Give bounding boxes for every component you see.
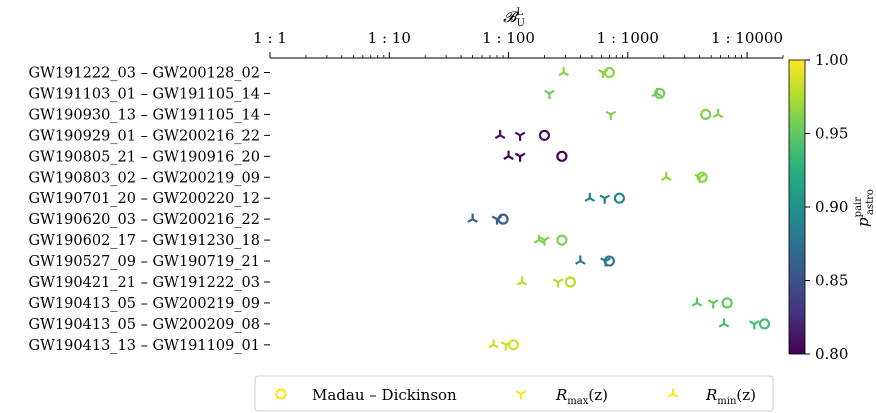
legend-label-rmin: Rmin(z): [705, 386, 756, 407]
x-axis-label: 𝓑L U: [503, 7, 525, 29]
data-point-tri-down: [544, 89, 555, 99]
y-tick-label: GW191222_03 – GW200128_02: [28, 66, 260, 82]
colorbar-tick-label: 1.00: [815, 51, 848, 69]
x-tick-label: 1 : 1: [253, 29, 287, 47]
x-tick-label: 1 : 1000: [597, 29, 659, 47]
legend-frame: [254, 375, 774, 412]
data-point-tri-down: [694, 173, 705, 183]
colorbar-gradient: [788, 59, 806, 355]
y-tick-label: GW190413_05 – GW200209_08: [28, 317, 260, 333]
data-point-circle: [603, 66, 615, 79]
data-point-tri-up: [503, 150, 514, 161]
data-point-tri-down: [514, 152, 526, 162]
colorbar-ticks: 0.80 0.85 0.90 0.95 1.00: [805, 51, 848, 363]
y-tick-label: GW191103_01 – GW191105_14: [28, 86, 260, 102]
colorbar-tick-label: 0.95: [815, 125, 848, 143]
x-ticks: 1 : 1 1 : 10 1 : 100 1 : 1000 1 : 10000: [253, 29, 784, 58]
x-axis: 𝓑L U 1 : 1 1 : 10 1 : 100 1 : 1000 1 : 10000: [253, 7, 784, 59]
data-point-circle: [538, 129, 551, 141]
data-point-tri-down: [500, 341, 512, 351]
data-point-circle: [507, 339, 520, 351]
data-point-tri-up: [691, 297, 703, 307]
data-point-circle: [700, 108, 712, 121]
data-point-tri-up: [584, 192, 596, 202]
data-point-tri-up: [533, 234, 545, 244]
data-point-tri-up: [712, 108, 724, 119]
data-point-tri-down: [707, 299, 719, 309]
y-tick-label: GW190803_02 – GW200219_09: [28, 170, 260, 186]
data-point-tri-up: [651, 87, 663, 98]
legend-marker-tri-up: [667, 388, 679, 398]
legend-marker-circle: [275, 388, 287, 400]
data-point-tri-up: [516, 276, 528, 286]
data-point-tri-up: [718, 318, 730, 328]
legend: Madau – Dickinson Rmax(z) Rmin(z): [254, 375, 774, 412]
data-point-tri-down: [552, 278, 564, 288]
y-tick-label: GW190527_09 – GW190719_21: [28, 254, 260, 270]
legend-markers: [275, 388, 679, 400]
legend-marker-tri-down: [515, 390, 527, 400]
x-tick-label: 1 : 10000: [711, 29, 783, 47]
colorbar-tick-label: 0.85: [815, 272, 848, 290]
data-point-circle: [758, 318, 771, 330]
y-axis-labels: GW191222_03 – GW200128_02 GW191103_01 – G…: [28, 66, 270, 354]
plot-area: [467, 66, 771, 351]
y-tick-label: GW190620_03 – GW200216_22: [28, 212, 260, 228]
data-point-tri-up: [488, 339, 499, 349]
x-tick-label: 1 : 10: [368, 29, 411, 47]
data-point-tri-up: [575, 255, 586, 265]
data-point-circle: [564, 276, 576, 288]
y-tick-label: GW190421_21 – GW191222_03: [28, 275, 260, 291]
data-point-circle: [556, 150, 568, 162]
legend-label-rmax: Rmax(z): [555, 386, 608, 407]
legend-label-madau: Madau – Dickinson: [312, 386, 457, 404]
data-point-tri-down: [599, 194, 611, 204]
data-point-circle: [721, 297, 733, 309]
data-point-circle: [613, 192, 626, 204]
data-point-tri-up: [558, 67, 570, 77]
data-point-tri-down: [491, 215, 503, 225]
data-point-tri-down: [749, 320, 760, 330]
y-tick-label: GW190602_17 – GW191230_18: [28, 233, 260, 249]
data-point-tri-up: [660, 171, 672, 181]
data-point-tri-down: [600, 257, 611, 267]
y-tick-label: GW190413_05 – GW200219_09: [28, 296, 260, 312]
y-tick-label: GW190805_21 – GW190916_20: [28, 149, 260, 165]
colorbar-tick-label: 0.90: [815, 198, 848, 216]
data-point-tri-down: [605, 110, 617, 120]
y-tick-label: GW190701_20 – GW200220_12: [28, 191, 260, 207]
x-tick-label: 1 : 100: [482, 29, 535, 47]
colorbar-label: ppairastro: [853, 189, 876, 227]
y-tick-label: GW190413_13 – GW191109_01: [28, 338, 260, 354]
data-point-circle: [556, 234, 568, 246]
data-point-tri-up: [494, 129, 506, 140]
data-point-circle: [497, 213, 509, 225]
data-point-tri-up: [467, 213, 478, 223]
data-point-tri-down: [514, 131, 526, 141]
y-tick-label: GW190929_01 – GW200216_22: [28, 128, 260, 144]
colorbar: 0.80 0.85 0.90 0.95 1.00 ppairastro: [788, 51, 876, 363]
y-tick-label: GW190930_13 – GW191105_14: [28, 107, 260, 123]
data-point-tri-down: [597, 68, 609, 78]
colorbar-tick-label: 0.80: [815, 345, 848, 363]
data-point-tri-down: [539, 236, 550, 246]
